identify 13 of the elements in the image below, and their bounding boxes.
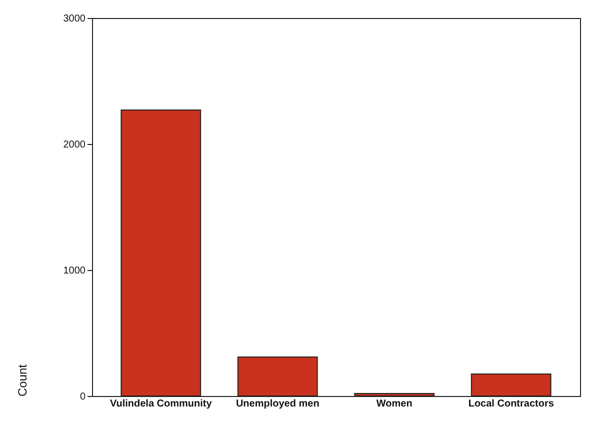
y-tick-label: 0 [80, 392, 86, 402]
x-tick-label: Vulindela Community [110, 398, 212, 410]
y-tick-label: 2000 [63, 140, 86, 150]
y-tick-label: 3000 [63, 14, 86, 24]
x-tick-label: Women [376, 398, 412, 410]
y-tick-label: 1000 [63, 266, 86, 276]
x-tick-label: Unemployed men [236, 398, 320, 410]
bar [354, 392, 435, 396]
y-axis-title: Count [15, 364, 30, 396]
x-tick-label: Local Contractors [468, 398, 554, 410]
bar [237, 356, 318, 396]
bar [120, 109, 202, 396]
bar [470, 373, 552, 396]
